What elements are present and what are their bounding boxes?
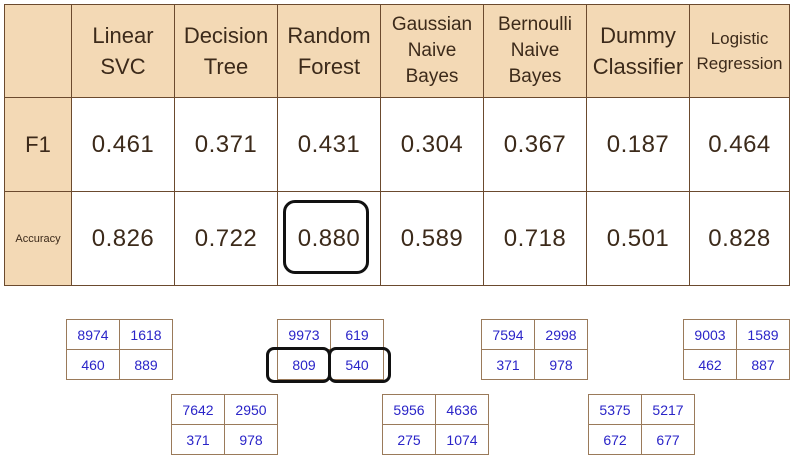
header-gaussian-naive-bayes: Gaussian Naive Bayes [380, 4, 484, 98]
best-accuracy-highlight [283, 200, 369, 274]
accuracy-decision-tree: 0.722 [174, 191, 278, 286]
matrix-cell: 275 [382, 424, 436, 455]
matrix-cell: 677 [641, 424, 695, 455]
matrix-cell: 5375 [588, 394, 642, 425]
confusion-matrix-logistic-regression: 9003 1589 462 887 [683, 319, 790, 380]
matrix-cell: 371 [481, 349, 535, 380]
corner-cell [4, 4, 72, 98]
matrix-cell: 887 [736, 349, 790, 380]
confusion-matrix-decision-tree: 7642 2950 371 978 [171, 394, 278, 455]
header-decision-tree: Decision Tree [174, 4, 278, 98]
accuracy-gaussian-naive-bayes: 0.589 [380, 191, 484, 286]
confusion-matrix-random-forest: 9973 619 809 540 [277, 319, 384, 380]
f1-random-forest: 0.431 [277, 97, 381, 192]
matrix-cell: 889 [119, 349, 173, 380]
matrix-cell: 7594 [481, 319, 535, 350]
header-random-forest: Random Forest [277, 4, 381, 98]
matrix-cell: 7642 [171, 394, 225, 425]
accuracy-bernoulli-naive-bayes: 0.718 [483, 191, 587, 286]
header-logistic-regression: Logistic Regression [689, 4, 790, 98]
confusion-matrix-dummy-classifier: 5375 5217 672 677 [588, 394, 695, 455]
f1-gaussian-naive-bayes: 0.304 [380, 97, 484, 192]
accuracy-dummy-classifier: 0.501 [586, 191, 690, 286]
matrix-cell: 978 [534, 349, 588, 380]
f1-bernoulli-naive-bayes: 0.367 [483, 97, 587, 192]
matrix-cell: 460 [66, 349, 120, 380]
f1-dummy-classifier: 0.187 [586, 97, 690, 192]
header-dummy-classifier: Dummy Classifier [586, 4, 690, 98]
confusion-matrix-linear-svc: 8974 1618 460 889 [66, 319, 173, 380]
false-negative-highlight [266, 347, 331, 383]
matrix-cell: 978 [224, 424, 278, 455]
results-table: Linear SVC Decision Tree Random Forest Gaus… [4, 4, 790, 286]
matrix-cell: 5217 [641, 394, 695, 425]
accuracy-logistic-regression: 0.828 [689, 191, 790, 286]
accuracy-linear-svc: 0.826 [71, 191, 175, 286]
f1-decision-tree: 0.371 [174, 97, 278, 192]
matrix-cell: 9973 [277, 319, 331, 350]
matrix-cell: 619 [330, 319, 384, 350]
accuracy-random-forest: 0.880 [297, 224, 361, 252]
matrix-cell: 5956 [382, 394, 436, 425]
f1-linear-svc: 0.461 [71, 97, 175, 192]
matrix-cell: 371 [171, 424, 225, 455]
matrix-cell: 1074 [435, 424, 489, 455]
matrix-cell: 672 [588, 424, 642, 455]
header-bernoulli-naive-bayes: Bernoulli Naive Bayes [483, 4, 587, 98]
matrix-cell: 4636 [435, 394, 489, 425]
matrix-cell: 9003 [683, 319, 737, 350]
matrix-cell: 2950 [224, 394, 278, 425]
matrix-cell: 8974 [66, 319, 120, 350]
true-positive-highlight [328, 347, 391, 383]
row-label-accuracy: Accuracy [4, 191, 72, 286]
header-linear-svc: Linear SVC [71, 4, 175, 98]
accuracy-random-forest-cell: 0.880 [277, 191, 381, 286]
matrix-cell: 540 [330, 349, 384, 380]
matrix-cell: 462 [683, 349, 737, 380]
f1-logistic-regression: 0.464 [689, 97, 790, 192]
matrix-cell: 2998 [534, 319, 588, 350]
matrix-cell: 1618 [119, 319, 173, 350]
confusion-matrix-gaussian-naive-bayes: 5956 4636 275 1074 [382, 394, 489, 455]
matrix-cell: 1589 [736, 319, 790, 350]
confusion-matrix-bernoulli-naive-bayes: 7594 2998 371 978 [481, 319, 588, 380]
row-label-f1: F1 [4, 97, 72, 192]
